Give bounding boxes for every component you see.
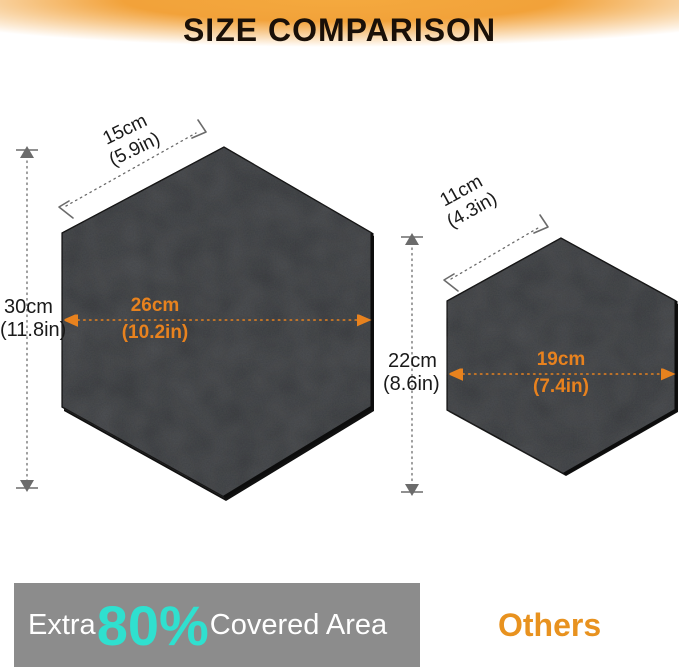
svg-text:(10.2in): (10.2in) <box>122 322 189 343</box>
svg-text:(8.6in): (8.6in) <box>383 373 440 395</box>
svg-text:30cm: 30cm <box>4 296 53 318</box>
svg-text:26cm: 26cm <box>131 295 180 316</box>
svg-text:(7.4in): (7.4in) <box>533 376 589 397</box>
svg-text:19cm: 19cm <box>537 349 586 370</box>
svg-text:(11.8in): (11.8in) <box>0 319 66 341</box>
svg-text:22cm: 22cm <box>388 350 437 372</box>
